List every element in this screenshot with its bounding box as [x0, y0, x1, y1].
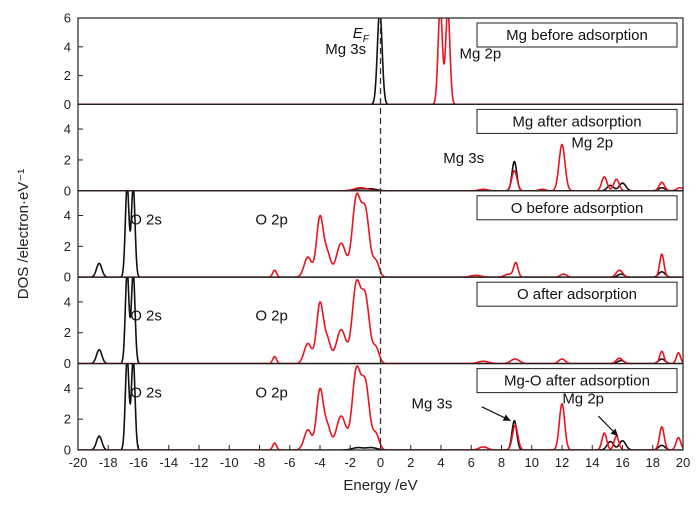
peak-label: O 2s	[130, 212, 162, 229]
dos-panel: 0 2 4 Mg after adsorption Mg 3s Mg 2p	[64, 103, 684, 198]
panels-layer: 0 2 4 6 Mg before adsorption Mg 3s Mg 2p 0 2 4 Mg …	[64, 11, 684, 458]
y-tick-label: 4	[64, 39, 71, 54]
x-tick-label: -8	[254, 455, 266, 470]
x-tick-label: 0	[377, 455, 384, 470]
panel-title-box	[476, 281, 678, 307]
x-tick-label: -2	[344, 455, 356, 470]
x-tick-label: -14	[159, 455, 178, 470]
y-tick-label: 4	[64, 122, 71, 137]
y-tick-label: 4	[64, 294, 71, 309]
panel-title-box	[476, 108, 678, 134]
peak-label: Mg 2p	[571, 135, 613, 152]
y-tick-label: 2	[64, 325, 71, 340]
panel-title-box	[476, 22, 678, 48]
y-tick-label: 2	[64, 412, 71, 427]
x-tick-label: 12	[555, 455, 569, 470]
x-axis-title: Energy /eV	[343, 477, 417, 494]
peak-label: O 2s	[130, 307, 162, 324]
x-tick-label: 10	[525, 455, 539, 470]
axes-layer: EF-20 -18 -16 -14 -12 -10 -8 -6 -4 -2 0 2 4 6 8 10 12 14 1…	[69, 25, 691, 470]
x-tick-label: 16	[615, 455, 629, 470]
x-tick-label: -20	[69, 455, 88, 470]
y-tick-label: 0	[64, 270, 71, 285]
peak-label: Mg 3s	[443, 150, 484, 167]
y-tick-label: 6	[64, 11, 71, 26]
peak-label: Mg 2p	[562, 391, 604, 408]
panel-title: Mg-O after adsorption	[504, 373, 650, 390]
x-tick-label: -6	[284, 455, 296, 470]
y-tick-label: 0	[64, 97, 71, 112]
panel-title: Mg before adsorption	[506, 27, 648, 44]
peak-label: Mg 3s	[411, 395, 452, 412]
y-tick-label: 0	[64, 356, 71, 371]
annotation-arrow-head	[610, 428, 618, 437]
x-tick-label: 18	[646, 455, 660, 470]
fermi-label-subscript: F	[363, 34, 370, 45]
y-tick-label: 0	[64, 183, 71, 198]
peak-label: O 2p	[255, 307, 288, 324]
y-tick-label: 2	[64, 239, 71, 254]
x-tick-label: 14	[585, 455, 599, 470]
panel-title-box	[476, 368, 678, 394]
x-tick-label: -16	[129, 455, 148, 470]
panel-title: Mg after adsorption	[512, 113, 641, 130]
x-tick-label: 2	[407, 455, 414, 470]
y-tick-label: 4	[64, 381, 71, 396]
panel-title-box	[476, 195, 678, 221]
fermi-level-label: EF	[353, 25, 370, 45]
x-tick-label: -10	[220, 455, 239, 470]
peak-label: O 2p	[255, 385, 288, 402]
y-tick-label: 2	[64, 68, 71, 83]
x-tick-label: -12	[190, 455, 209, 470]
y-axis-title: DOS /electron·eV⁻¹	[15, 169, 32, 299]
x-tick-label: 6	[468, 455, 475, 470]
dos-panel: 0 2 4 O before adsorption O 2s O 2p	[64, 190, 684, 285]
peak-label: O 2s	[130, 385, 162, 402]
x-tick-label: 4	[437, 455, 444, 470]
x-tick-label: -18	[99, 455, 118, 470]
dos-series-s	[78, 160, 683, 191]
x-tick-label: 20	[676, 455, 690, 470]
annotation-arrow-head	[502, 414, 511, 421]
dos-panel: 0 2 4 Mg-O after adsorption O 2s O 2p Mg 3s Mg …	[64, 363, 684, 458]
dos-panel: 0 2 4 6 Mg before adsorption Mg 3s Mg 2p	[64, 11, 684, 112]
panel-title: O before adsorption	[511, 200, 644, 217]
y-tick-label: 0	[64, 443, 71, 458]
dos-panel: 0 2 4 O after adsorption O 2s O 2p	[64, 276, 684, 371]
peak-label: Mg 2p	[459, 45, 501, 62]
peak-label: O 2p	[255, 212, 288, 229]
x-tick-label: -4	[314, 455, 326, 470]
panel-title: O after adsorption	[517, 286, 637, 303]
y-tick-label: 4	[64, 208, 71, 223]
y-tick-label: 2	[64, 152, 71, 167]
peak-label: Mg 3s	[325, 41, 366, 58]
fermi-label-main: E	[353, 25, 364, 42]
x-tick-label: 8	[498, 455, 505, 470]
